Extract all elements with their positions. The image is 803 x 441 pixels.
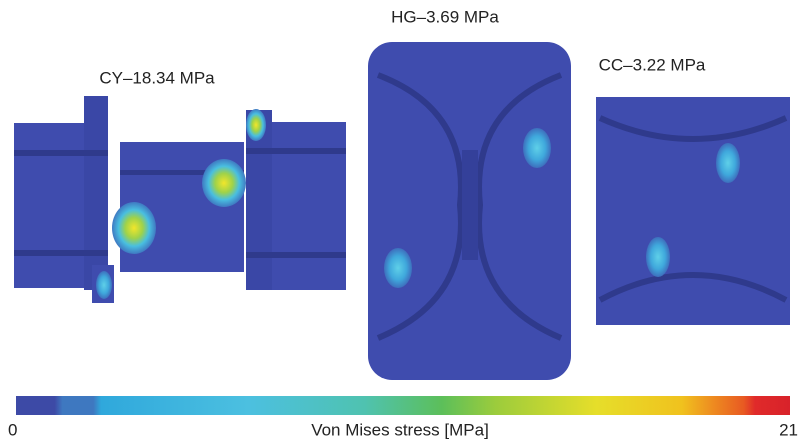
cc-model xyxy=(596,97,790,325)
hg-model xyxy=(368,42,571,380)
colorbar-max: 21 xyxy=(779,420,798,439)
colorbar-title: Von Mises stress [MPa] xyxy=(311,420,489,439)
cy-label: CY–18.34 MPa xyxy=(99,68,215,87)
cy-model xyxy=(14,96,346,303)
figure: CY–18.34 MPa HG–3.69 MPa CC–3.22 MPa 0 V… xyxy=(0,0,803,441)
colorbar xyxy=(16,396,790,415)
hg-label: HG–3.69 MPa xyxy=(391,7,499,26)
colorbar-min: 0 xyxy=(8,420,17,439)
cc-label: CC–3.22 MPa xyxy=(599,55,706,74)
